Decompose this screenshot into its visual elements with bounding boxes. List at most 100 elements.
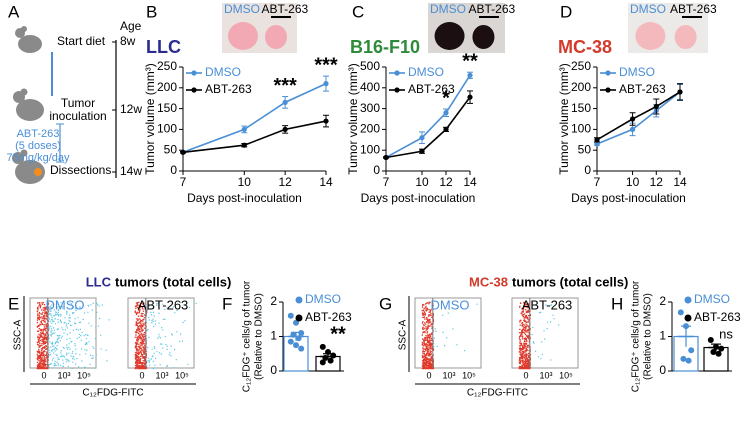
marker — [282, 126, 288, 132]
data-point — [293, 342, 299, 349]
data-point — [290, 331, 297, 338]
legend-label: DMSO — [205, 65, 241, 79]
series-line — [385, 74, 471, 159]
chart-title: B16-F10 — [350, 37, 420, 57]
y-axis-label: Tumor volume (mm³) — [143, 63, 157, 175]
series-line — [182, 82, 327, 154]
panel-letter: E — [8, 294, 19, 313]
timeline-decor — [12, 26, 117, 184]
y-tick-label: 0 — [373, 163, 380, 177]
tick-label: 0 — [426, 370, 431, 380]
data-point — [718, 345, 725, 352]
photo-label: DMSO — [630, 2, 666, 16]
marker — [594, 141, 600, 147]
x-axis-label: Days post-inoculation — [361, 191, 476, 205]
tick-label: 10³ — [155, 370, 168, 380]
cytometry-dots — [134, 301, 148, 370]
data-point — [293, 319, 299, 326]
plot-label: DMSO — [46, 297, 85, 312]
legend-marker — [605, 70, 611, 76]
event: inoculation — [49, 109, 106, 123]
x-axis-label: Days post-inoculation — [187, 191, 302, 205]
data-point — [287, 312, 294, 319]
marker — [467, 72, 473, 78]
heading: tumors (total cells) — [512, 274, 628, 289]
tumor-photo — [265, 25, 287, 49]
photo-label: ABT-263 — [670, 2, 717, 16]
data-point — [710, 349, 717, 356]
marker — [323, 81, 329, 87]
cytometry-dots — [145, 301, 197, 370]
legend-marker — [295, 296, 303, 304]
tick-label: 10³ — [442, 370, 455, 380]
y-axis-label: (Relative to DMSO) — [643, 293, 654, 380]
data-point — [295, 335, 302, 342]
legend-marker — [295, 314, 303, 322]
y-tick-label: 250 — [157, 59, 177, 73]
panel-letter: F — [222, 294, 232, 313]
data-point — [322, 354, 329, 361]
marker — [677, 89, 683, 95]
y-axis-label: C₁₂FDG⁺ cells/g of tumor — [242, 280, 253, 392]
tumor-photo — [674, 25, 697, 49]
data-point — [298, 330, 305, 337]
data-point — [688, 347, 695, 354]
marker — [467, 94, 473, 100]
panel-letter: C — [352, 2, 364, 21]
legend-marker — [394, 87, 400, 93]
chart-title: MC-38 — [558, 37, 612, 57]
x-tick-label: 12 — [650, 175, 664, 189]
y-axis-label: Tumor volume (mm³) — [346, 63, 360, 175]
significance: ns — [719, 326, 733, 341]
legend-label: DMSO — [694, 292, 730, 306]
y-tick-label: 500 — [360, 59, 380, 73]
data-point — [715, 350, 722, 357]
event: Dissections — [50, 163, 111, 177]
marker — [629, 126, 636, 132]
y-axis-label: (Relative to DMSO) — [254, 293, 265, 380]
cytometry-dots — [421, 301, 435, 370]
data-point — [677, 309, 684, 316]
marker — [241, 126, 247, 132]
marker — [629, 116, 636, 122]
tick-label: 10³ — [539, 370, 552, 380]
heading: tumors (total cells) — [115, 274, 231, 289]
y-tick-label: 100 — [360, 142, 380, 156]
tick-label: 0 — [523, 370, 528, 380]
y-tick-label: 0 — [170, 163, 177, 177]
plot-label: ABT-263 — [522, 297, 573, 312]
y-tick-label: 400 — [360, 80, 380, 94]
cytometry-plot — [511, 297, 579, 369]
tick-label: 10⁵ — [175, 370, 189, 380]
y-tick-label: 0 — [584, 163, 591, 177]
treatment: ABT-263 — [17, 128, 60, 140]
x-tick-label: 14 — [319, 175, 333, 189]
series-line — [385, 96, 471, 159]
y-tick-label: 0 — [659, 363, 666, 377]
legend-label: ABT-263 — [694, 310, 741, 324]
cytometry-dots — [36, 302, 50, 370]
data-point — [298, 345, 305, 352]
tick-label: 0 — [41, 370, 46, 380]
tick-label: 10³ — [57, 370, 70, 380]
age: 12w — [120, 102, 142, 116]
tick-label: 10⁵ — [77, 370, 91, 380]
series-line — [596, 91, 681, 141]
significance: *** — [314, 54, 338, 76]
data-point — [683, 323, 689, 330]
y-tick-label: 200 — [360, 122, 380, 136]
y-axis-label: SSC-A — [13, 319, 24, 350]
x-axis-label: Days post-inoculation — [571, 191, 686, 205]
y-tick-label: 200 — [157, 80, 177, 94]
y-tick-label: 300 — [360, 101, 380, 115]
data-point — [287, 338, 294, 345]
photo-label: ABT-263 — [469, 2, 516, 16]
panel-letter: H — [611, 294, 623, 313]
legend-marker — [605, 87, 611, 93]
data-point — [319, 359, 326, 366]
panel-letter: A — [8, 2, 20, 21]
cytometry-dots — [47, 302, 110, 369]
legend-label: ABT-263 — [305, 310, 352, 324]
tumor-photo — [472, 25, 495, 49]
